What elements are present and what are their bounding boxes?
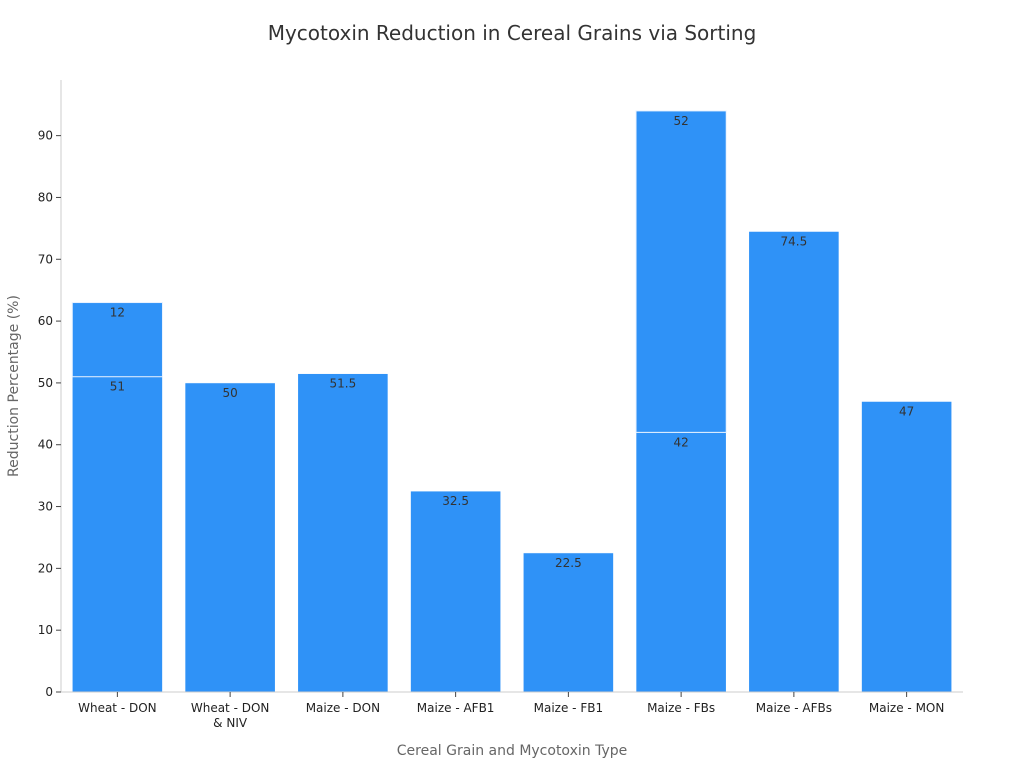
chart-title: Mycotoxin Reduction in Cereal Grains via… — [268, 21, 757, 45]
bar-segment — [522, 552, 614, 693]
data-label: 52 — [673, 114, 688, 128]
y-tick-label: 30 — [38, 500, 53, 514]
y-tick-label: 40 — [38, 438, 53, 452]
bar-segment — [635, 432, 727, 693]
y-tick-label: 60 — [38, 314, 53, 328]
x-tick-label: Maize - AFB1 — [417, 701, 495, 715]
bar-segment — [410, 490, 502, 693]
data-label: 32.5 — [442, 494, 469, 508]
y-tick-label: 70 — [38, 252, 53, 266]
y-tick-label: 20 — [38, 561, 53, 575]
data-label: 22.5 — [555, 556, 582, 570]
x-tick-label: Maize - AFBs — [756, 701, 832, 715]
bar-segment — [184, 382, 276, 693]
bar-segment — [71, 376, 163, 693]
y-tick-label: 90 — [38, 129, 53, 143]
x-tick-label: Maize - FBs — [647, 701, 715, 715]
y-tick-label: 50 — [38, 376, 53, 390]
bar-segment — [297, 373, 389, 693]
data-label: 51 — [110, 380, 125, 394]
bar-segment — [635, 110, 727, 433]
y-axis-label: Reduction Percentage (%) — [6, 295, 22, 477]
x-axis-label: Cereal Grain and Mycotoxin Type — [397, 743, 627, 759]
data-label: 12 — [110, 306, 125, 320]
x-tick-label: Maize - DON — [306, 701, 380, 715]
bar-segment — [861, 401, 953, 693]
data-label: 74.5 — [781, 234, 808, 248]
y-axis: 0 10 20 30 40 50 60 70 80 90 — [38, 80, 62, 699]
data-label: 51.5 — [330, 377, 357, 391]
y-tick-label: 0 — [45, 685, 53, 699]
x-tick-label: Maize - FB1 — [534, 701, 603, 715]
x-tick-label: Wheat - DON — [78, 701, 157, 715]
x-axis: Wheat - DON Wheat - DON & NIV Maize - DON Ma… — [61, 691, 963, 730]
data-label: 50 — [222, 386, 237, 400]
data-label: 47 — [899, 404, 914, 418]
data-label: 42 — [673, 435, 688, 449]
y-tick-label: 10 — [38, 623, 53, 637]
bar-segment — [748, 231, 840, 693]
x-tick-label: Wheat - DON & NIV — [191, 701, 270, 730]
bar-segment — [71, 302, 163, 378]
x-tick-label: Maize - MON — [869, 701, 944, 715]
y-tick-label: 80 — [38, 190, 53, 204]
bars-group: 51 12 50 51.5 32.5 22.5 42 52 74.5 47 — [71, 110, 953, 693]
